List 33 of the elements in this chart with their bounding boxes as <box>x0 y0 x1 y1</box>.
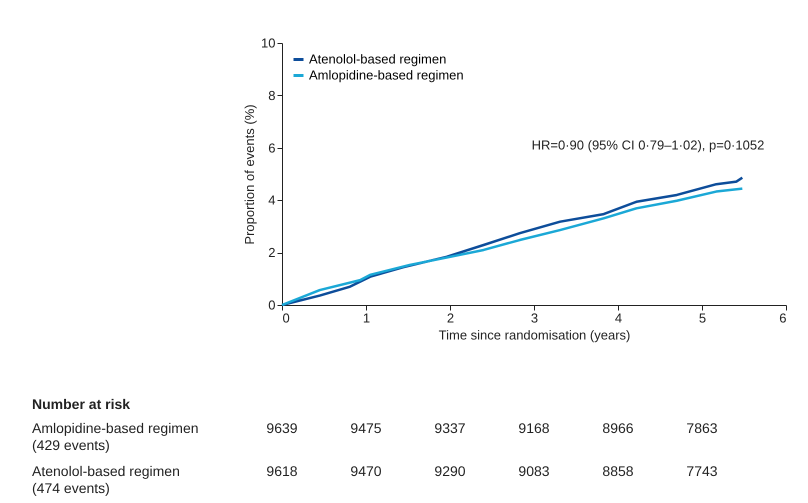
text: Number at risk <box>32 396 130 412</box>
text: 7863 <box>686 420 718 436</box>
y-tick-label: 6 <box>268 140 276 156</box>
x-tick-label: 4 <box>614 310 622 326</box>
text: 9639 <box>266 420 298 436</box>
x-tick-label: 1 <box>362 310 370 326</box>
text: 9290 <box>434 463 466 479</box>
text: 7743 <box>686 463 718 479</box>
text: 9618 <box>266 463 298 479</box>
y-axis-title: Proportion of events (%) <box>242 104 258 245</box>
text: 9475 <box>350 420 382 436</box>
annotation: HR=0·90 (95% CI 0·79–1·02), p=0·1052 <box>532 138 764 153</box>
text: Amlopidine-based regimen (429 events) <box>32 420 199 453</box>
text: 9337 <box>434 420 466 436</box>
text: 8858 <box>602 463 634 479</box>
x-tick-label: 0 <box>282 310 290 326</box>
legend-label: Atenolol-based regimen <box>309 52 446 66</box>
x-tick-label: 3 <box>530 310 538 326</box>
y-tick-label: 8 <box>268 88 276 103</box>
x-axis-title: Time since randomisation (years) <box>438 328 630 342</box>
y-tick-label: 4 <box>268 192 276 208</box>
x-tick-label: 2 <box>446 310 454 326</box>
text: 8966 <box>602 420 634 436</box>
text: 9470 <box>350 463 382 479</box>
text: Atenolol-based regimen (474 events) <box>32 463 180 496</box>
y-tick-label: 2 <box>268 245 276 260</box>
text: 9168 <box>518 420 550 436</box>
legend-label: Amlopidine-based regimen <box>309 68 464 82</box>
y-tick-label: 0 <box>268 298 276 312</box>
y-tick-label: 10 <box>261 36 276 50</box>
x-tick-label: 5 <box>698 310 706 326</box>
x-tick-label: 6 <box>779 310 786 326</box>
text: 9083 <box>518 463 550 479</box>
